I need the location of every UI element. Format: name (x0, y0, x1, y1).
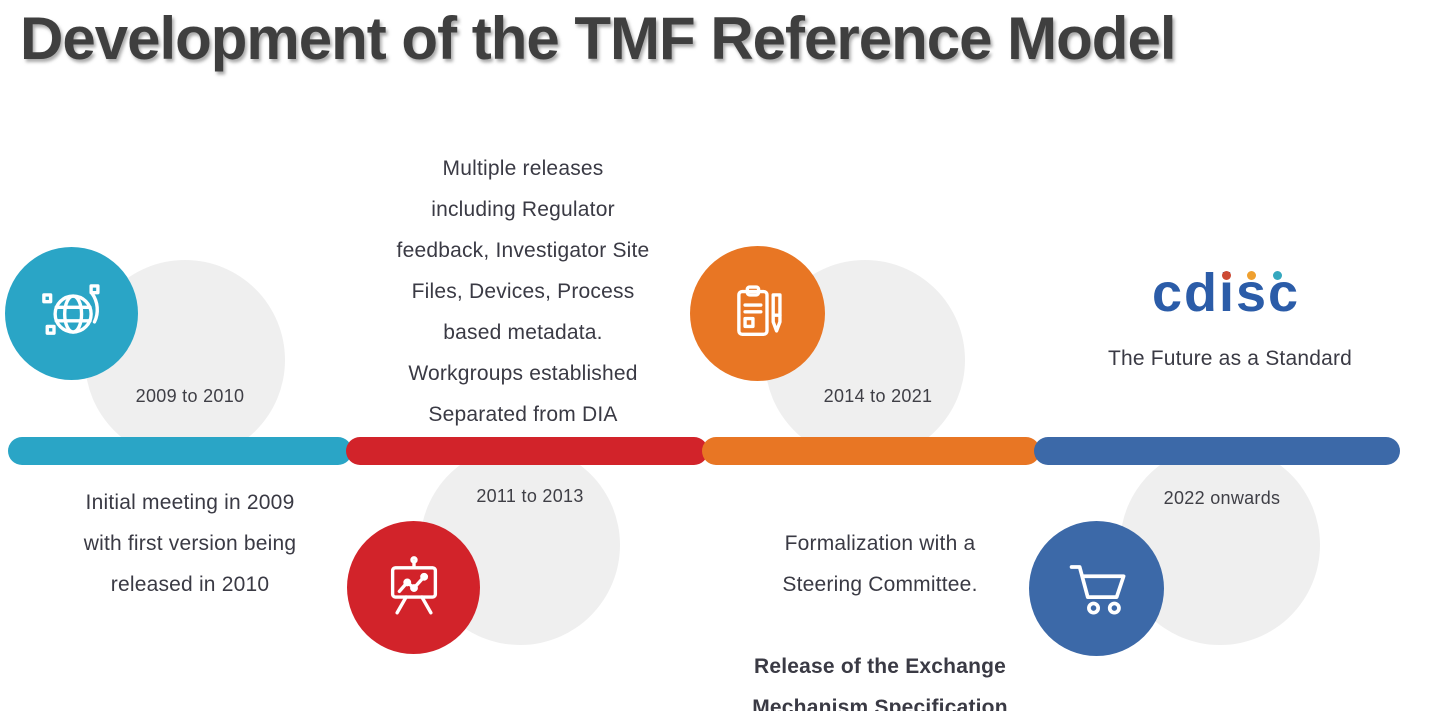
milestone-circle-2014-2021 (690, 246, 825, 381)
period-label-2014-2021: 2014 to 2021 (823, 386, 933, 406)
period-label-2011-2013: 2011 to 2013 (476, 486, 584, 506)
logo-dot-gold-icon (1247, 271, 1256, 280)
page-title: Development of the TMF Reference Model (20, 5, 1176, 72)
timeline-bar (0, 437, 1440, 465)
clipboard-pencil-icon (722, 278, 794, 350)
cdisc-logo: cdisc (1152, 266, 1300, 320)
milestone-circle-2022-onwards (1029, 521, 1164, 656)
description-2014-2021: Formalization with a Steering Committee.… (728, 482, 1032, 711)
timeline-segment-2014-2021 (702, 437, 1040, 465)
description-2011-2013: Multiple releases including Regulator fe… (396, 157, 650, 426)
timeline-segment-2009-2010 (8, 437, 352, 465)
cdisc-tagline: The Future as a Standard (1107, 347, 1353, 370)
logo-dot-red-icon (1222, 271, 1231, 280)
period-label-2022-onwards: 2022 onwards (1163, 488, 1281, 508)
milestone-circle-2011-2013 (347, 521, 480, 654)
presentation-chart-icon (378, 552, 450, 624)
description-2014-2021-bold: Release of the Exchange Mechanism Specif… (752, 655, 1008, 711)
timeline-segment-2022-onwards (1034, 437, 1400, 465)
description-2014-2021-intro: Formalization with a Steering Committee. (782, 532, 978, 596)
shopping-cart-icon (1060, 552, 1134, 626)
description-2009-2010: Initial meeting in 2009 with first versi… (83, 491, 297, 596)
period-label-2009-2010: 2009 to 2010 (135, 386, 245, 406)
globe-icon (36, 278, 108, 350)
milestone-circle-2009-2010 (5, 247, 138, 380)
timeline-segment-2011-2013 (346, 437, 708, 465)
logo-dot-teal-icon (1273, 271, 1282, 280)
